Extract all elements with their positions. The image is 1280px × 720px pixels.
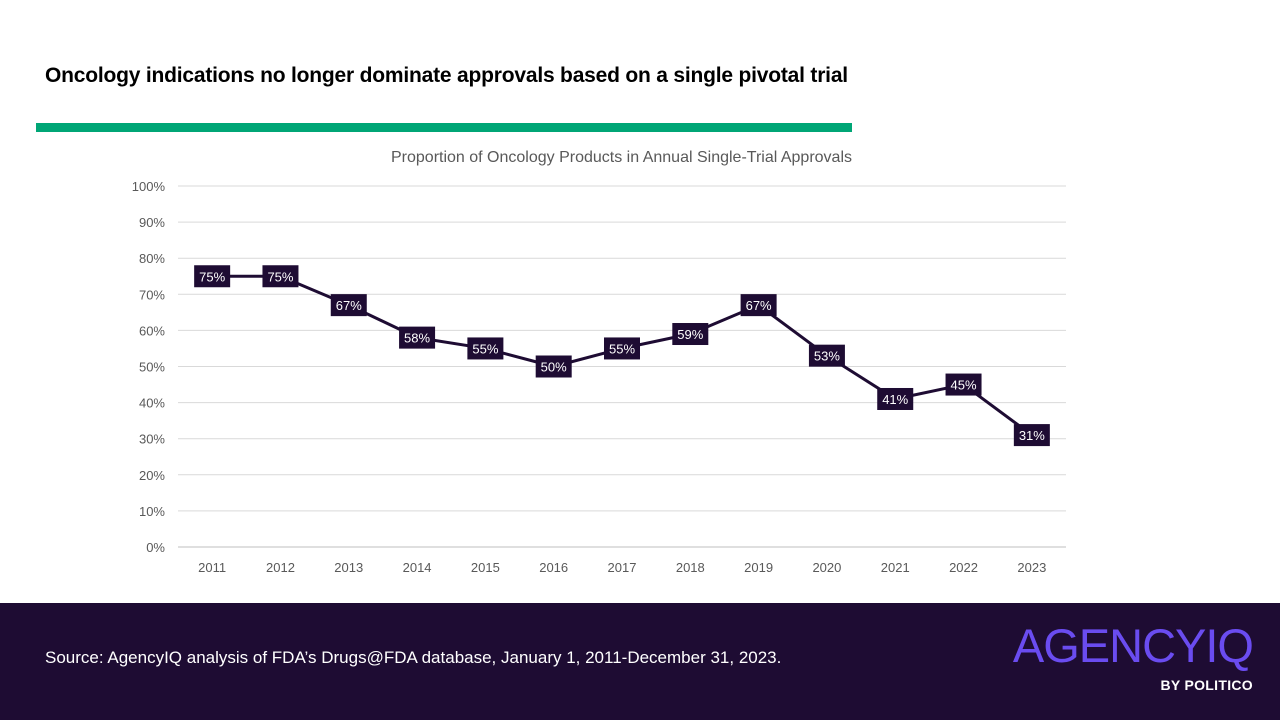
data-label: 45% bbox=[951, 378, 977, 393]
x-tick-label: 2015 bbox=[471, 560, 500, 575]
x-tick-label: 2021 bbox=[881, 560, 910, 575]
data-label: 41% bbox=[882, 392, 908, 407]
x-tick-label: 2019 bbox=[744, 560, 773, 575]
x-tick-label: 2023 bbox=[1017, 560, 1046, 575]
data-label: 75% bbox=[199, 269, 225, 284]
data-label: 31% bbox=[1019, 428, 1045, 443]
x-tick-label: 2013 bbox=[334, 560, 363, 575]
data-label: 55% bbox=[609, 341, 635, 356]
line-chart: Proportion of Oncology Products in Annua… bbox=[132, 149, 1066, 575]
data-label: 50% bbox=[541, 360, 567, 375]
brand-sub: BY POLITICO bbox=[1160, 677, 1253, 693]
x-tick-label: 2017 bbox=[608, 560, 637, 575]
data-point bbox=[194, 265, 231, 288]
data-point bbox=[945, 373, 982, 396]
data-point bbox=[262, 265, 299, 288]
y-tick-label: 50% bbox=[139, 360, 165, 375]
x-tick-label: 2022 bbox=[949, 560, 978, 575]
source-note: Source: AgencyIQ analysis of FDA’s Drugs… bbox=[45, 648, 782, 667]
data-label: 75% bbox=[267, 269, 293, 284]
y-tick-label: 30% bbox=[139, 432, 165, 447]
data-label: 58% bbox=[404, 331, 430, 346]
y-tick-label: 80% bbox=[139, 251, 165, 266]
x-tick-label: 2020 bbox=[812, 560, 841, 575]
data-label: 53% bbox=[814, 349, 840, 364]
data-label: 67% bbox=[336, 298, 362, 313]
data-point bbox=[740, 294, 777, 317]
data-point bbox=[877, 387, 914, 410]
chart-title: Proportion of Oncology Products in Annua… bbox=[391, 149, 852, 166]
data-point bbox=[1013, 424, 1050, 447]
data-point bbox=[330, 294, 367, 317]
y-tick-label: 100% bbox=[132, 179, 166, 194]
data-point bbox=[808, 344, 845, 367]
y-tick-label: 60% bbox=[139, 323, 165, 338]
y-tick-label: 40% bbox=[139, 396, 165, 411]
brand-name: AGENCYIQ bbox=[1012, 619, 1254, 672]
y-tick-label: 10% bbox=[139, 504, 165, 519]
data-point bbox=[535, 355, 572, 378]
x-tick-label: 2011 bbox=[198, 560, 226, 575]
y-tick-label: 90% bbox=[139, 215, 165, 230]
accent-bar bbox=[36, 123, 852, 132]
headline: Oncology indications no longer dominate … bbox=[45, 64, 848, 87]
x-tick-label: 2014 bbox=[403, 560, 432, 575]
data-point bbox=[399, 326, 436, 349]
data-point bbox=[467, 337, 504, 360]
x-tick-label: 2012 bbox=[266, 560, 295, 575]
x-tick-label: 2016 bbox=[539, 560, 568, 575]
data-point bbox=[672, 323, 709, 346]
y-tick-label: 0% bbox=[146, 540, 165, 555]
data-label: 67% bbox=[746, 298, 772, 313]
y-tick-label: 20% bbox=[139, 468, 165, 483]
data-label: 55% bbox=[472, 341, 498, 356]
y-tick-label: 70% bbox=[139, 287, 165, 302]
footer: Source: AgencyIQ analysis of FDA’s Drugs… bbox=[0, 603, 1280, 720]
data-point bbox=[604, 337, 640, 360]
data-label: 59% bbox=[677, 327, 703, 342]
brand-logo: AGENCYIQ BY POLITICO bbox=[993, 619, 1254, 706]
x-tick-label: 2018 bbox=[676, 560, 705, 575]
